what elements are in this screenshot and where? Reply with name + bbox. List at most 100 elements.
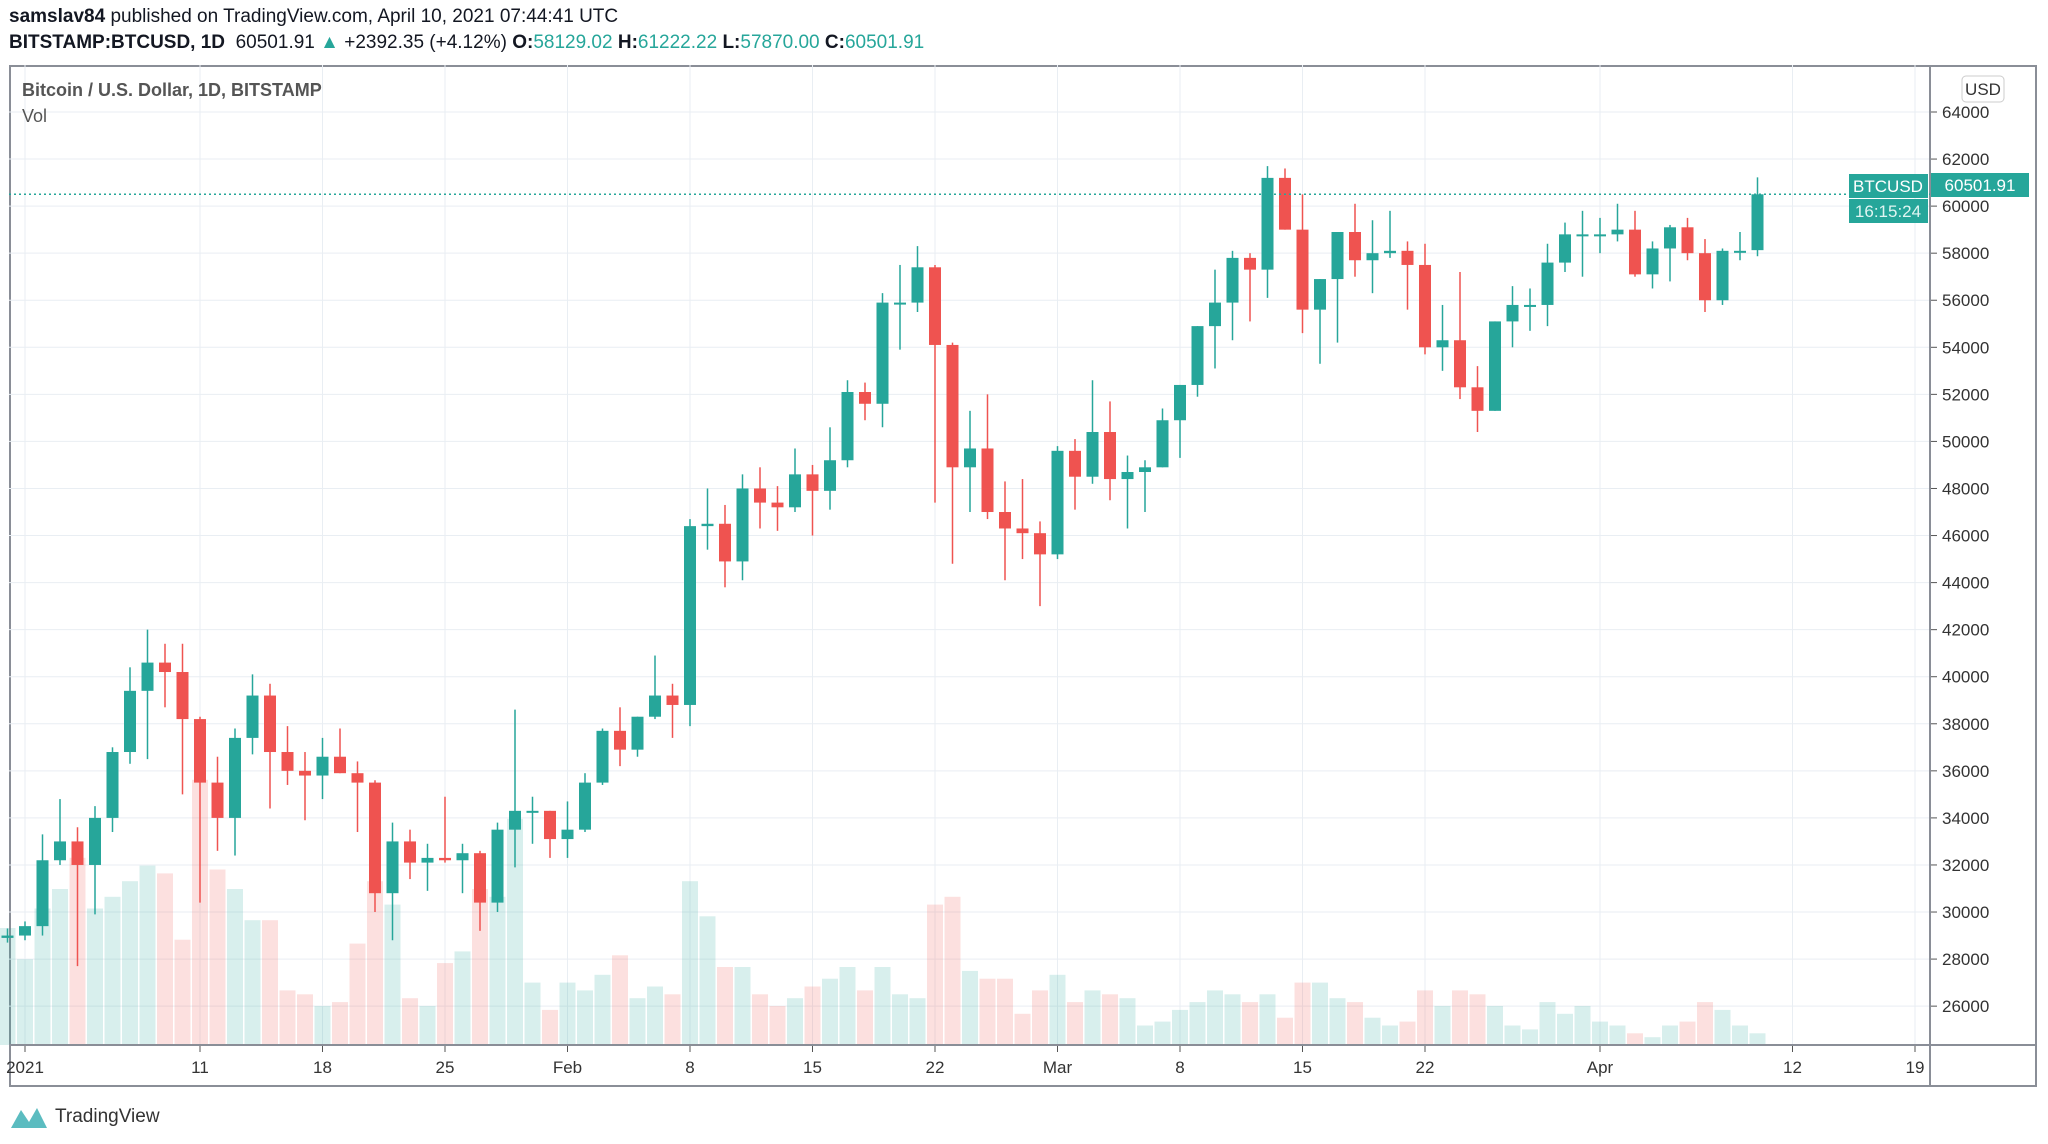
candle-body [736, 488, 749, 562]
candle-body [964, 448, 976, 468]
volume-bar [1172, 1009, 1188, 1045]
candle-body [1069, 450, 1081, 477]
candle-body [264, 695, 276, 753]
symbol: BITSTAMP:BTCUSD, 1D [9, 32, 226, 53]
candle-body [1191, 326, 1204, 385]
countdown-tag [1849, 199, 1928, 223]
chart-frame [9, 65, 2037, 1087]
currency-button[interactable] [1961, 75, 2005, 103]
volume-bar [1347, 1002, 1363, 1045]
high-label: H: [617, 32, 638, 53]
candle-body [316, 756, 329, 776]
candle-body [1366, 253, 1379, 261]
volume-bar [1207, 990, 1223, 1045]
candle-body [1226, 257, 1239, 303]
time-tick-label: 22 [1416, 1058, 1435, 1077]
volume-bar [944, 896, 961, 1045]
candle-body [1471, 387, 1484, 411]
candle-body [1541, 262, 1554, 305]
candle-body [841, 392, 854, 461]
volume-bar [489, 896, 506, 1045]
volume-bar [594, 974, 611, 1045]
volume-bar [1417, 990, 1433, 1045]
candle-body [54, 841, 66, 861]
volume-bar [1609, 1025, 1626, 1045]
volume-bar [1242, 1002, 1258, 1045]
candle-body [229, 737, 241, 818]
price-tick-label: 58000 [1942, 244, 1989, 263]
candle-body [1261, 177, 1274, 270]
volume-bar [227, 889, 243, 1045]
volume-bar [577, 990, 593, 1045]
volume-bar [0, 928, 16, 1045]
volume-bar [699, 916, 716, 1045]
candle-body [631, 716, 644, 750]
volume-bar [52, 889, 68, 1045]
volume-bar [1084, 990, 1101, 1045]
candle-body [1629, 229, 1641, 275]
volume-bar [139, 865, 156, 1045]
time-tick-label: 18 [313, 1058, 332, 1077]
volume-bar [1522, 1029, 1538, 1045]
candle-body [351, 773, 364, 783]
volume-bar [1364, 1017, 1381, 1045]
brand-name: TradingView [55, 1106, 160, 1127]
volume-bar [839, 967, 856, 1045]
price-tick-label: 52000 [1942, 385, 1989, 404]
volume-bar [927, 904, 943, 1045]
bar-countdown: 16:15:24 [1855, 202, 1921, 221]
volume-bar [1399, 1021, 1416, 1045]
volume-bar [1277, 1017, 1293, 1045]
candle-body [1664, 227, 1676, 249]
volume-bar [909, 998, 926, 1045]
candle-body [946, 344, 959, 468]
candle-body [1051, 450, 1064, 555]
candle-body [194, 719, 206, 783]
price-tick-label: 28000 [1942, 950, 1989, 969]
candle-body [1034, 533, 1046, 555]
volume-bar [1679, 1021, 1696, 1045]
volume-bar [979, 978, 996, 1045]
publish-info: samslav84 published on TradingView.com, … [9, 6, 618, 28]
volume-bar [1452, 990, 1468, 1045]
volume-bar [857, 990, 873, 1045]
volume-bar [1189, 1002, 1206, 1045]
candle-body [876, 302, 889, 404]
price-tick-label: 38000 [1942, 715, 1989, 734]
candle-body [334, 756, 346, 774]
low-value: 57870.00 [740, 32, 820, 53]
volume-bar [787, 998, 803, 1045]
candle-body [456, 853, 469, 861]
candle-body [1699, 253, 1711, 301]
candle-body [859, 392, 871, 404]
time-tick-label: 22 [926, 1058, 945, 1077]
volume-bar [402, 998, 418, 1045]
candle-body [1524, 304, 1536, 307]
candle-body [911, 267, 924, 303]
change: +2392.35 (+4.12%) [344, 32, 507, 53]
candle-body [1331, 232, 1344, 280]
volume-bar [997, 978, 1013, 1045]
candle-body [1681, 227, 1694, 254]
volume-bar [87, 908, 103, 1045]
candle-body [141, 662, 154, 691]
volume-bar [1662, 1025, 1678, 1045]
author[interactable]: samslav84 [9, 6, 106, 27]
candle-body [299, 770, 311, 776]
chart-legend-title: Bitcoin / U.S. Dollar, 1D, BITSTAMP [22, 80, 322, 100]
volume-bar [962, 970, 978, 1045]
candle-body [1086, 432, 1099, 477]
volume-bar [1644, 1037, 1661, 1045]
volume-bar [612, 955, 628, 1045]
price-tick-label: 56000 [1942, 291, 1989, 310]
volume-bar [279, 990, 296, 1045]
volume-bar [1504, 1025, 1521, 1045]
volume-bar [1592, 1021, 1608, 1045]
volume-bar [1382, 1025, 1398, 1045]
candle-body [1646, 248, 1659, 275]
volume-bar [472, 889, 488, 1045]
candle-body [771, 502, 784, 508]
tradingview-logo[interactable]: TradingView [9, 1104, 160, 1130]
volume-legend[interactable]: Vol [22, 106, 48, 126]
